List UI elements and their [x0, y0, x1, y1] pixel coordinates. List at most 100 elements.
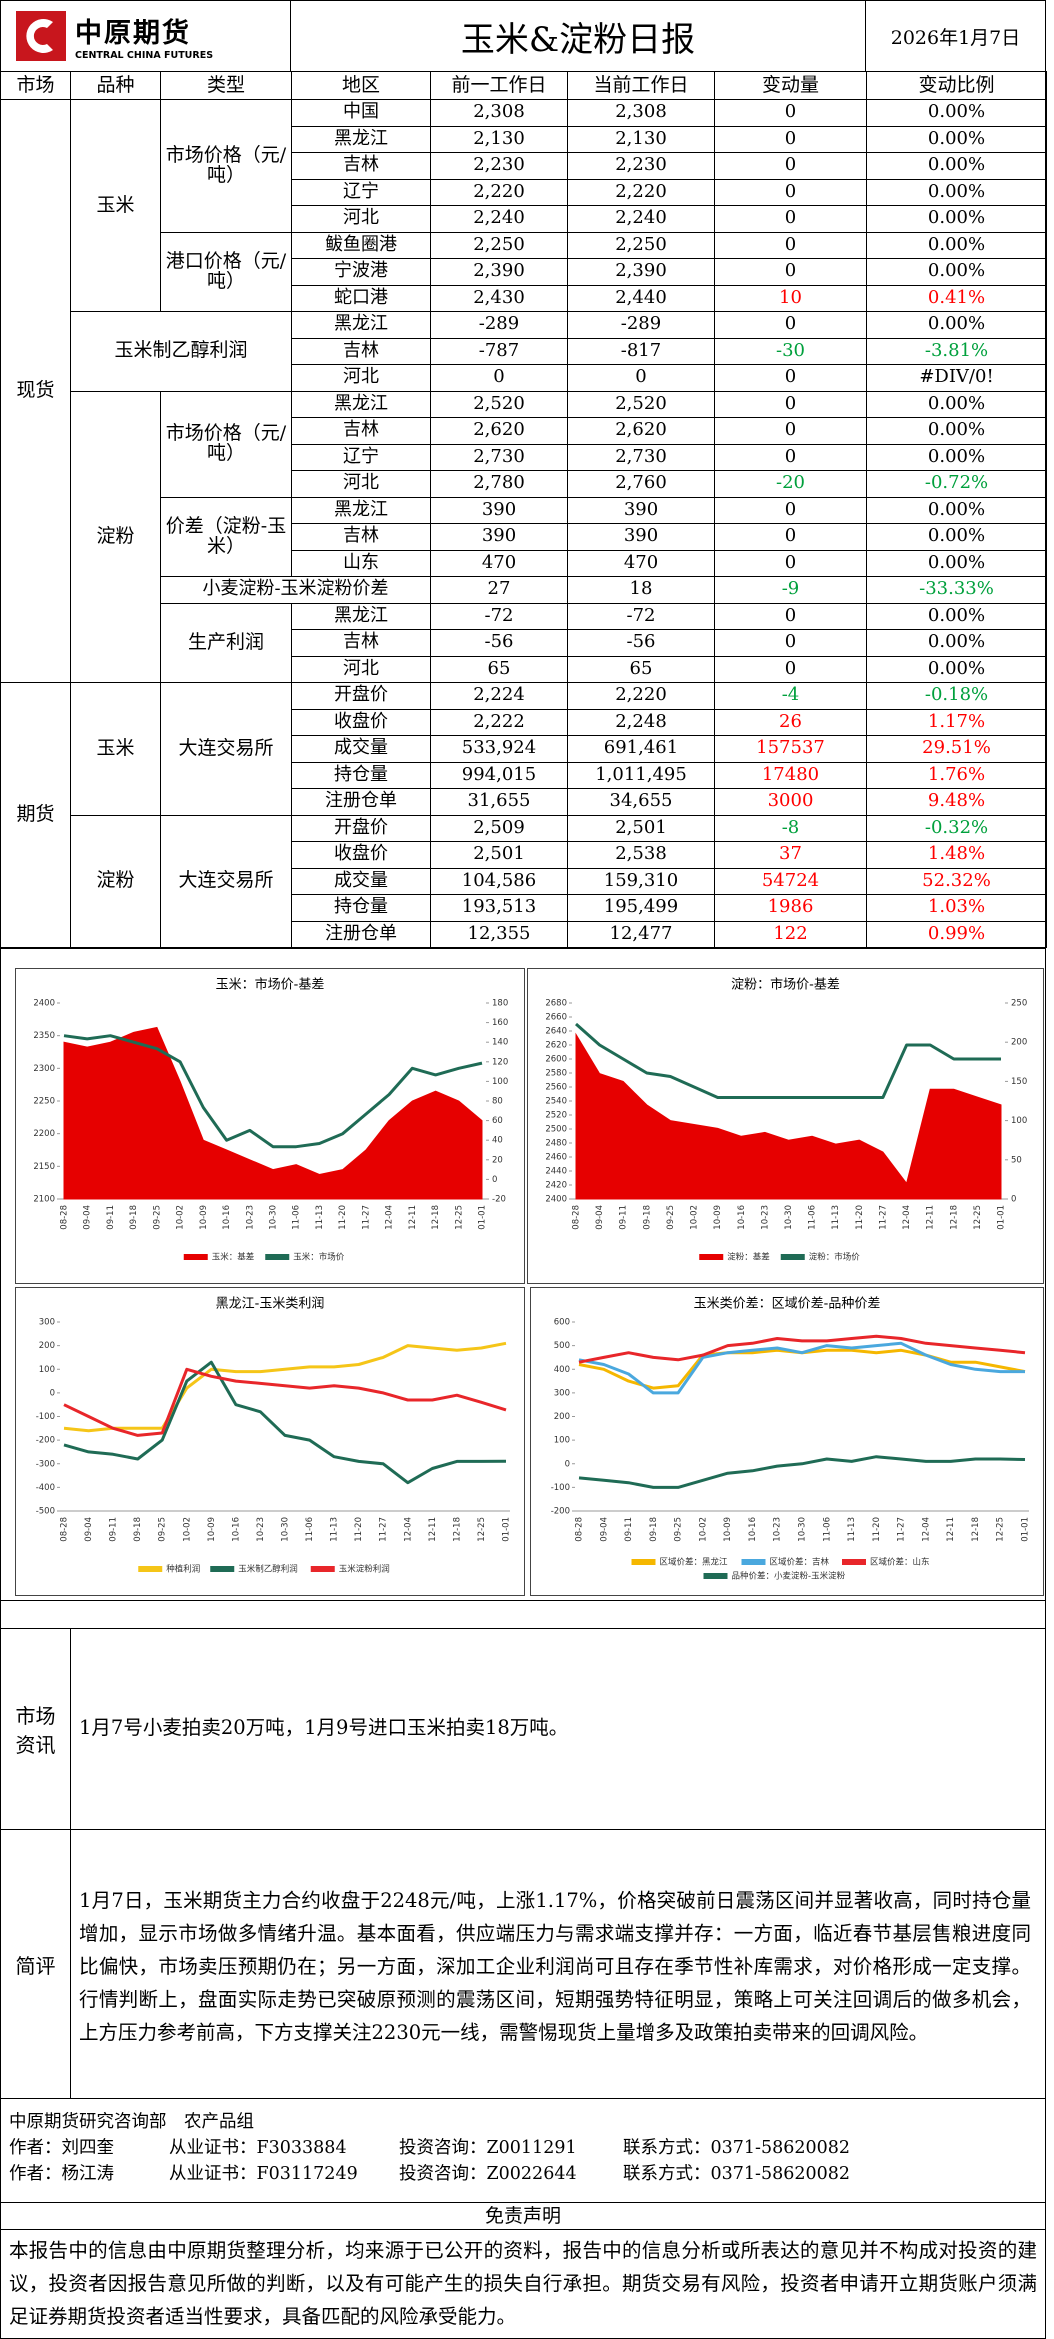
author-row: 作者：杨江涛 从业证书：F03117249 投资咨询：Z0022644 联系方式：03…: [9, 2161, 1045, 2187]
type-cell: 市场价格（元/吨）: [160, 99, 292, 233]
legend-label: 品种价差：小麦淀粉-玉米淀粉: [732, 1571, 846, 1582]
line-series: [578, 1455, 1026, 1489]
value-cell: 2,222: [430, 708, 568, 736]
value-cell: 河北: [291, 655, 431, 683]
authors-section: 中原期货研究咨询部 农产品组 作者：刘四奎 从业证书：F3033884 投资咨询：Z…: [0, 2098, 1046, 2203]
y-tick-label: -100: [551, 1483, 570, 1493]
value-cell: -56: [430, 629, 568, 657]
change-cell: 0: [714, 602, 867, 630]
change-cell: 122: [714, 920, 867, 948]
change-cell: 0: [714, 205, 867, 233]
x-tick-label: 10-02: [690, 1205, 700, 1230]
market-cell: 现货: [0, 99, 71, 683]
line-series: [575, 1022, 1001, 1099]
table-row: 注册仓单 31,655 34,655 3000 9.48%: [1, 788, 1047, 816]
chart-box: 黑龙江-玉米类利润 -500 -400 -300 -200 -100 0 100 200 300 0…: [15, 1287, 525, 1596]
value-cell: 470: [567, 549, 715, 577]
x-tick-label: 12-18: [949, 1205, 959, 1230]
y-tick-label: 2560: [545, 1083, 567, 1093]
value-cell: 2,130: [430, 125, 568, 153]
value-cell: -817: [567, 337, 715, 365]
x-tick-label: 12-25: [973, 1205, 983, 1230]
report-title: 玉米&淀粉日报: [291, 1, 866, 71]
area-series: [575, 1032, 1002, 1200]
value-cell: 390: [567, 523, 715, 551]
x-tick-label: 11-13: [831, 1205, 841, 1230]
value-cell: 2,390: [567, 258, 715, 286]
y-tick-label: 2400: [33, 999, 55, 1009]
legend-swatch: [310, 1566, 335, 1572]
value-cell: 0: [567, 364, 715, 392]
change-cell: 0: [714, 523, 867, 551]
y-tick-label: 2540: [545, 1097, 567, 1107]
disclaimer-title: 免责声明: [0, 2202, 1046, 2230]
logo-text: 中原期货 CENTRAL CHINA FUTURES: [75, 11, 213, 61]
table-row: 淀粉 市场价格（元/吨） 黑龙江 2,520 2,520 0 0.00%: [1, 390, 1047, 683]
line-series: [63, 1367, 507, 1437]
y-tick-label: 600: [554, 1318, 570, 1328]
change-cell: 37: [714, 841, 867, 869]
value-cell: 0: [430, 364, 568, 392]
type-cell: 生产利润: [160, 602, 292, 683]
y-tick-label: 2150: [33, 1162, 55, 1172]
y2-tick-label: 0: [492, 1175, 497, 1185]
table-row: 玉米制乙醇利润 黑龙江 -289 -289 0 0.00%: [1, 311, 1047, 392]
change-cell: 0.00%: [866, 152, 1047, 180]
x-tick-label: 10-02: [176, 1205, 186, 1230]
y-tick-label: -100: [36, 1412, 55, 1422]
value-cell: 河北: [291, 205, 431, 233]
value-cell: 中国: [291, 99, 431, 127]
value-cell: -787: [430, 337, 568, 365]
x-tick-label: 09-11: [106, 1205, 116, 1230]
review-text: 1月7日，玉米期货主力合约收盘于2248元/吨，上涨1.17%，价格突破前日震荡…: [79, 1889, 1031, 2044]
change-cell: 0: [714, 417, 867, 445]
change-cell: 0.00%: [866, 258, 1047, 286]
x-tick-label: 10-02: [698, 1517, 708, 1542]
y2-tick-label: 80: [492, 1097, 503, 1107]
x-tick-label: 01-01: [1021, 1517, 1031, 1542]
value-cell: 河北: [291, 364, 431, 392]
value-cell: 31,655: [430, 788, 568, 816]
value-cell: 吉林: [291, 523, 431, 551]
x-tick-label: 11-27: [878, 1205, 888, 1230]
column-header: 地区: [291, 71, 431, 100]
x-tick-label: 11-20: [872, 1517, 882, 1542]
value-cell: 2,730: [430, 443, 568, 471]
value-cell: 收盘价: [291, 841, 431, 869]
chart: 玉米类价差：区域价差-品种价差 -200 -100 0 100 200 300 400 500 6…: [551, 1297, 1031, 1582]
x-tick-label: 01-01: [997, 1205, 1007, 1230]
x-tick-label: 09-04: [599, 1517, 609, 1542]
y-tick-label: 0: [50, 1388, 55, 1398]
x-tick-label: 09-25: [666, 1205, 676, 1230]
value-cell: 65: [567, 655, 715, 683]
x-tick-label: 11-06: [822, 1517, 832, 1542]
x-tick-label: 10-23: [773, 1517, 783, 1542]
chart-title: 黑龙江-玉米类利润: [216, 1297, 325, 1312]
value-cell: 持仓量: [291, 761, 431, 789]
x-tick-label: 11-20: [855, 1205, 865, 1230]
legend-swatch: [265, 1254, 290, 1260]
x-tick-label: 09-18: [133, 1517, 143, 1542]
change-cell: 0: [714, 99, 867, 127]
value-cell: 390: [430, 496, 568, 524]
change-cell: 0: [714, 258, 867, 286]
value-cell: 691,461: [567, 735, 715, 763]
change-cell: -20: [714, 470, 867, 498]
x-tick-label: 11-13: [330, 1517, 340, 1542]
x-tick-label: 09-04: [83, 1205, 93, 1230]
value-cell: 2,760: [567, 470, 715, 498]
x-tick-label: 09-18: [129, 1205, 139, 1230]
value-cell: 34,655: [567, 788, 715, 816]
news-label: 市场资讯: [1, 1629, 71, 1829]
table-row: 河北 2,780 2,760 -20 -0.72%: [1, 470, 1047, 498]
y-tick-label: 2520: [545, 1111, 567, 1121]
y2-tick-label: 60: [492, 1116, 503, 1126]
legend-label: 玉米制乙醇利润: [238, 1564, 298, 1575]
change-cell: 0.00%: [866, 390, 1047, 418]
value-cell: 2,501: [430, 841, 568, 869]
y-tick-label: -200: [551, 1507, 570, 1517]
value-cell: 2,430: [430, 284, 568, 312]
x-tick-label: 11-20: [338, 1205, 348, 1230]
y-tick-label: 0: [565, 1459, 570, 1469]
author-field: 从业证书：F3033884: [169, 2138, 347, 2158]
